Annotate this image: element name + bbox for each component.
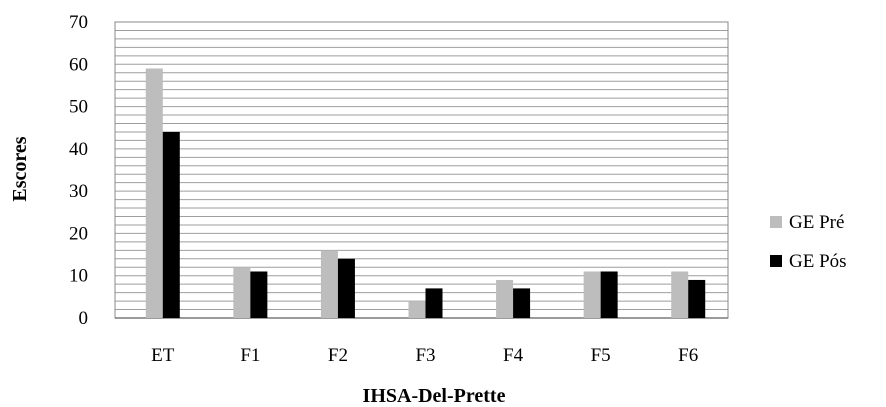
plot-frame — [114, 21, 729, 319]
bar-ge-pre-f5 — [583, 271, 601, 318]
x-tick-label: F1 — [240, 345, 260, 366]
y-tick-label: 20 — [69, 223, 88, 244]
legend-swatch — [770, 255, 782, 267]
bar-ge-pos-f5 — [600, 271, 618, 318]
bar-ge-pos-f4 — [513, 288, 531, 318]
legend-label: GE Pós — [789, 251, 847, 272]
bar-ge-pos-f2 — [337, 258, 355, 318]
y-tick-label: 50 — [69, 97, 88, 118]
y-tick-label: 0 — [79, 308, 89, 329]
x-tick-label: F4 — [503, 345, 524, 366]
bar-ge-pos-f3 — [425, 288, 443, 318]
bar-ge-pos-f6 — [688, 279, 706, 318]
plot-area — [114, 21, 729, 319]
bar-ge-pre-f1 — [233, 267, 251, 318]
legend-label: GE Pré — [789, 212, 844, 233]
gridlines — [115, 21, 728, 319]
bar-ge-pre-f4 — [496, 279, 514, 318]
bar-ge-pre-f2 — [320, 250, 338, 318]
x-tick-label: F5 — [591, 345, 611, 366]
bar-ge-pos-f1 — [250, 271, 268, 318]
bar-ge-pre-f6 — [671, 271, 689, 318]
y-tick-label: 60 — [69, 54, 88, 75]
legend: GE Pré GE Pós — [770, 212, 847, 272]
x-axis-ticks: ET F1 F2 F3 F4 F5 F6 — [151, 345, 698, 366]
bar-ge-pre-f3 — [408, 301, 426, 318]
y-tick-label: 10 — [69, 266, 88, 287]
x-tick-label: ET — [151, 345, 175, 366]
y-tick-label: 70 — [69, 12, 88, 33]
x-axis-title: IHSA-Del-Prette — [363, 385, 506, 407]
bar-ge-pos-et — [162, 131, 180, 318]
bars — [145, 68, 706, 318]
x-tick-label: F3 — [415, 345, 435, 366]
y-tick-label: 30 — [69, 181, 88, 202]
y-tick-label: 40 — [69, 139, 88, 160]
bar-ge-pre-et — [145, 68, 163, 318]
legend-swatch — [770, 216, 782, 228]
x-tick-label: F6 — [678, 345, 698, 366]
x-tick-label: F2 — [328, 345, 348, 366]
y-axis-ticks: 0 10 20 30 40 50 60 70 — [69, 12, 88, 329]
y-axis-title: Escores — [9, 136, 31, 201]
